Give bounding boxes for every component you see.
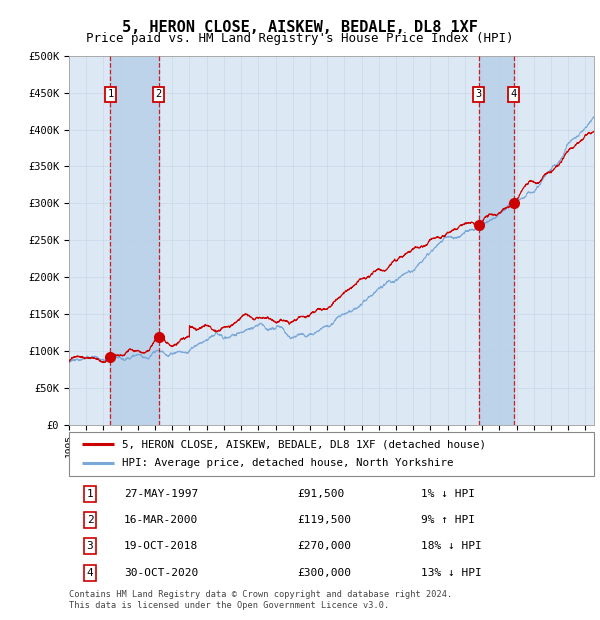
Text: 9% ↑ HPI: 9% ↑ HPI — [421, 515, 475, 525]
Bar — [110, 56, 158, 425]
Text: 19-OCT-2018: 19-OCT-2018 — [124, 541, 199, 551]
Text: 18% ↓ HPI: 18% ↓ HPI — [421, 541, 482, 551]
FancyBboxPatch shape — [69, 432, 594, 476]
Text: £91,500: £91,500 — [298, 489, 344, 498]
Text: 3: 3 — [476, 89, 482, 99]
Text: £300,000: £300,000 — [298, 568, 352, 578]
Text: 27-MAY-1997: 27-MAY-1997 — [124, 489, 199, 498]
Text: Contains HM Land Registry data © Crown copyright and database right 2024.
This d: Contains HM Land Registry data © Crown c… — [69, 590, 452, 609]
Text: 4: 4 — [86, 568, 94, 578]
Text: 1% ↓ HPI: 1% ↓ HPI — [421, 489, 475, 498]
Text: 1: 1 — [86, 489, 94, 498]
Text: 5, HERON CLOSE, AISKEW, BEDALE, DL8 1XF (detached house): 5, HERON CLOSE, AISKEW, BEDALE, DL8 1XF … — [121, 439, 485, 449]
Text: £270,000: £270,000 — [298, 541, 352, 551]
Text: Price paid vs. HM Land Registry's House Price Index (HPI): Price paid vs. HM Land Registry's House … — [86, 32, 514, 45]
Text: 13% ↓ HPI: 13% ↓ HPI — [421, 568, 482, 578]
Text: 16-MAR-2000: 16-MAR-2000 — [124, 515, 199, 525]
Text: 2: 2 — [155, 89, 162, 99]
Bar — [479, 56, 514, 425]
Text: £119,500: £119,500 — [298, 515, 352, 525]
Text: 1: 1 — [107, 89, 113, 99]
Text: 3: 3 — [86, 541, 94, 551]
Text: 5, HERON CLOSE, AISKEW, BEDALE, DL8 1XF: 5, HERON CLOSE, AISKEW, BEDALE, DL8 1XF — [122, 20, 478, 35]
Text: 2: 2 — [86, 515, 94, 525]
Text: HPI: Average price, detached house, North Yorkshire: HPI: Average price, detached house, Nort… — [121, 458, 453, 467]
Text: 4: 4 — [511, 89, 517, 99]
Text: 30-OCT-2020: 30-OCT-2020 — [124, 568, 199, 578]
